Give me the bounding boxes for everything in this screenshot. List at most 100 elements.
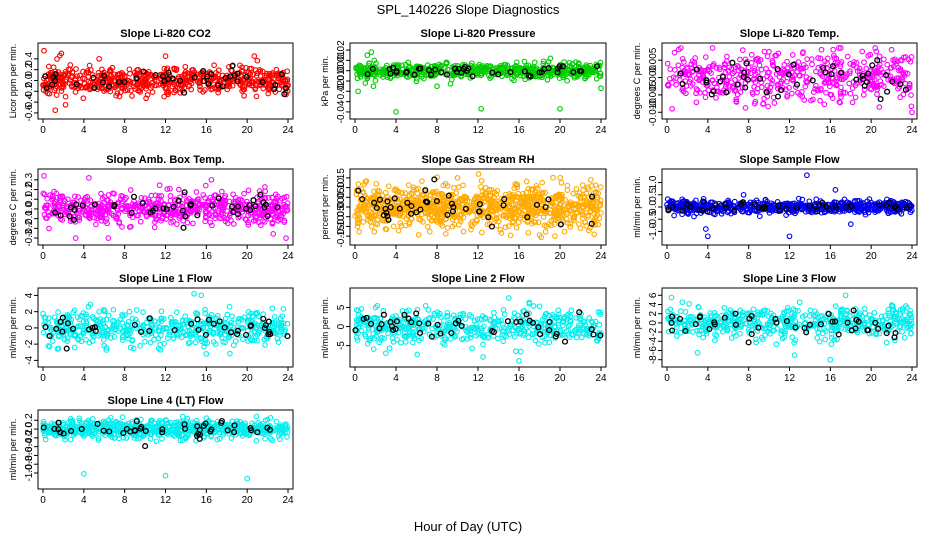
data-point: [215, 89, 222, 96]
data-point: [240, 86, 247, 93]
data-point: [219, 211, 226, 217]
data-point: [46, 90, 53, 97]
data-point: [176, 77, 184, 84]
x-tick-label: 4: [705, 251, 711, 262]
data-point: [909, 109, 915, 116]
data-point: [713, 95, 719, 101]
data-point: [740, 73, 747, 80]
data-point: [761, 95, 767, 102]
data-point: [156, 193, 162, 199]
panel-title: Slope Li-820 Pressure: [421, 28, 536, 40]
data-point: [203, 351, 210, 357]
data-point: [542, 228, 549, 235]
data-point: [214, 82, 221, 89]
data-point: [804, 172, 810, 179]
data-point: [747, 70, 754, 77]
data-point: [861, 86, 868, 93]
data-point: [507, 69, 514, 76]
data-point: [57, 193, 64, 200]
data-point: [274, 204, 281, 211]
data-point: [107, 67, 114, 73]
data-point: [487, 75, 493, 81]
data-point: [202, 182, 209, 189]
data-point: [403, 69, 410, 76]
y-tick-label: 0.15: [336, 168, 347, 188]
x-tick-label: 0: [664, 251, 670, 262]
data-point: [374, 69, 381, 76]
data-point: [140, 309, 146, 315]
plot-frame: [349, 42, 607, 120]
data-point: [160, 205, 167, 212]
data-point: [215, 209, 221, 216]
data-point: [795, 59, 802, 65]
data-point: [379, 71, 386, 78]
data-point: [123, 195, 129, 201]
data-point: [842, 90, 849, 96]
data-point: [875, 83, 881, 90]
y-axis-label: Licor ppm per min.: [8, 44, 18, 119]
data-point: [117, 196, 124, 203]
data-point: [786, 85, 792, 91]
x-tick-label: 8: [122, 251, 128, 262]
data-point: [684, 64, 690, 71]
data-point: [869, 62, 876, 69]
data-point: [803, 64, 809, 71]
data-point: [116, 219, 123, 225]
data-point: [170, 203, 177, 210]
data-point: [52, 198, 58, 205]
data-point: [362, 80, 369, 86]
data-point: [188, 86, 195, 93]
data-point: [96, 308, 102, 315]
data-point: [245, 219, 251, 226]
x-tick-label: 4: [393, 251, 399, 262]
data-point: [432, 66, 439, 73]
x-tick-label: 8: [122, 125, 128, 136]
data-point: [860, 76, 867, 83]
panel-3: Slope Amb. Box Temp.0 4 8 12 16 20 24-0.3-0.2-…: [8, 154, 294, 262]
data-point: [104, 197, 110, 204]
data-point: [813, 196, 820, 203]
y-axis-label: ml/min per min.: [320, 297, 330, 359]
data-point: [843, 73, 849, 80]
x-tick-label: 24: [282, 125, 294, 136]
data-point: [872, 45, 879, 51]
y-tick-label: -0.02: [336, 79, 347, 102]
data-point: [719, 73, 726, 80]
data-point: [756, 213, 763, 220]
y-tick-label: 0.005: [648, 47, 659, 72]
data-point: [58, 88, 65, 94]
data-point: [368, 223, 375, 230]
y-tick-label: 0.10: [336, 177, 347, 197]
data-point: [842, 74, 848, 81]
data-point: [200, 77, 207, 85]
y-tick-label: -0.3: [24, 229, 35, 247]
data-point: [743, 60, 750, 67]
x-tick-label: 8: [434, 125, 440, 136]
data-point: [729, 84, 736, 91]
x-tick-label: 20: [242, 373, 254, 384]
panel-4: Slope Gas Stream RH0 4 8 12 16 20 24-0.15-0.10…: [320, 154, 607, 262]
data-point: [139, 200, 146, 207]
data-point: [197, 83, 203, 90]
y-tick-label: -5: [336, 341, 347, 350]
data-point: [829, 63, 836, 70]
data-point: [105, 312, 112, 319]
data-point: [259, 68, 266, 75]
data-point: [891, 58, 898, 65]
y-axis-label: degrees C per min.: [632, 43, 642, 120]
data-point: [161, 80, 167, 87]
data-point: [175, 210, 182, 217]
data-point: [748, 60, 755, 66]
data-point: [426, 228, 433, 235]
data-point: [283, 193, 290, 200]
data-point: [478, 229, 485, 236]
data-point: [212, 210, 219, 217]
data-point: [895, 64, 902, 71]
data-point: [79, 84, 85, 91]
data-point: [852, 82, 859, 89]
data-point: [760, 76, 767, 82]
data-point: [819, 73, 826, 79]
data-point: [566, 59, 573, 66]
data-point: [822, 58, 828, 65]
data-point: [380, 74, 386, 80]
